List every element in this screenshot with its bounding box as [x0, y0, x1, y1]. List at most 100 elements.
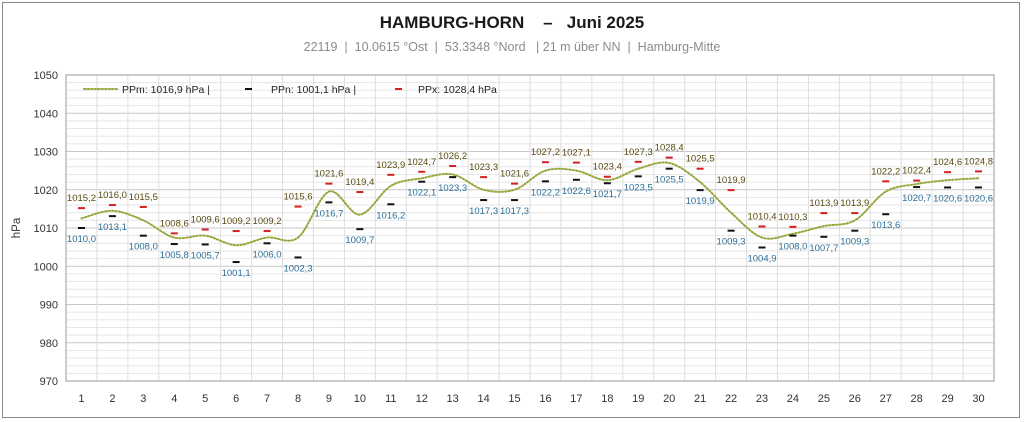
ppn-value-label: 1005,7 — [191, 250, 220, 261]
x-tick-label: 9 — [326, 393, 332, 405]
x-tick-label: 26 — [849, 393, 861, 405]
y-tick-label: 980 — [40, 338, 58, 350]
ppx-value-label: 1027,2 — [531, 147, 560, 158]
ppn-value-label: 1019,9 — [686, 196, 715, 207]
x-tick-label: 16 — [539, 393, 551, 405]
x-tick-label: 28 — [911, 393, 923, 405]
x-tick-label: 19 — [632, 393, 644, 405]
y-tick-label: 990 — [40, 300, 58, 312]
x-tick-label: 7 — [264, 393, 270, 405]
ppn-value-label: 1021,7 — [593, 189, 622, 200]
x-tick-label: 12 — [416, 393, 428, 405]
legend: PPm: 1016,9 hPa | PPn: 1001,1 hPa | PPx: 1… — [83, 84, 497, 96]
ppx-value-label: 1010,4 — [747, 211, 776, 222]
ppn-value-label: 1022,1 — [407, 188, 436, 199]
x-tick-label: 23 — [756, 393, 768, 405]
y-tick-label: 1000 — [34, 261, 58, 273]
ppx-value-label: 1024,6 — [933, 157, 962, 168]
y-tick-label: 1040 — [34, 108, 58, 120]
ppn-value-label: 1020,6 — [964, 193, 993, 204]
x-tick-label: 21 — [694, 393, 706, 405]
ppx-value-label: 1010,3 — [778, 212, 807, 223]
ppn-value-label: 1008,0 — [778, 242, 807, 253]
x-tick-label: 2 — [109, 393, 115, 405]
x-tick-label: 30 — [972, 393, 984, 405]
x-tick-label: 6 — [233, 393, 239, 405]
ppx-value-label: 1009,2 — [222, 216, 251, 227]
x-tick-label: 17 — [570, 393, 582, 405]
ppn-value-label: 1005,8 — [160, 250, 189, 261]
x-tick-label: 8 — [295, 393, 301, 405]
x-tick-label: 1 — [78, 393, 84, 405]
x-tick-label: 13 — [447, 393, 459, 405]
ppn-value-label: 1009,3 — [840, 237, 869, 248]
y-tick-label: 970 — [40, 376, 58, 388]
series-ppm-line — [80, 161, 980, 247]
ppn-value-label: 1013,1 — [98, 222, 127, 233]
ppn-value-label: 1009,7 — [345, 235, 374, 246]
y-tick-label: 1050 — [34, 70, 58, 82]
ppn-value-label: 1013,6 — [871, 220, 900, 231]
x-tick-label: 27 — [880, 393, 892, 405]
ppn-value-label: 1020,6 — [933, 193, 962, 204]
ppx-value-label: 1023,9 — [376, 160, 405, 171]
ppn-value-label: 1025,5 — [655, 175, 684, 186]
chart-title: HAMBURG-HORN – Juni 2025 — [379, 13, 645, 32]
x-tick-label: 24 — [787, 393, 799, 405]
ppn-value-label: 1006,0 — [253, 249, 282, 260]
ppx-value-label: 1023,4 — [593, 162, 622, 173]
ppn-value-label: 1008,0 — [129, 242, 158, 253]
ppx-value-label: 1013,9 — [809, 198, 838, 209]
ppn-value-label: 1010,0 — [67, 234, 96, 245]
ppx-value-label: 1013,9 — [840, 198, 869, 209]
ppx-value-label: 1026,2 — [438, 151, 467, 162]
ppx-value-label: 1019,9 — [717, 175, 746, 186]
x-tick-label: 10 — [354, 393, 366, 405]
ppx-value-label: 1022,4 — [902, 166, 931, 177]
ppn-value-label: 1022,2 — [531, 187, 560, 198]
ppx-value-label: 1015,2 — [67, 193, 96, 204]
y-tick-label: 1020 — [34, 185, 58, 197]
ppx-value-label: 1024,7 — [407, 157, 436, 168]
ppn-value-label: 1016,2 — [376, 210, 405, 221]
y-axis-label: hPa — [11, 217, 23, 238]
ppn-value-label: 1004,9 — [747, 254, 776, 265]
ppn-value-label: 1023,5 — [624, 182, 653, 193]
x-tick-label: 11 — [385, 393, 396, 405]
ppn-value-label: 1009,3 — [717, 237, 746, 248]
grid — [65, 74, 995, 382]
ppx-value-label: 1015,5 — [129, 192, 158, 203]
x-tick-label: 29 — [941, 393, 953, 405]
ppx-value-label: 1016,0 — [98, 190, 127, 201]
ppx-value-label: 1025,5 — [686, 154, 715, 165]
ppn-value-label: 1020,7 — [902, 193, 931, 204]
x-tick-label: 20 — [663, 393, 675, 405]
ppx-value-label: 1027,3 — [624, 147, 653, 158]
ppx-value-label: 1015,6 — [283, 192, 312, 203]
chart-subtitle: 22119 | 10.0615 °Ost | 53.3348 °Nord | 2… — [303, 40, 721, 54]
ppx-value-label: 1024,8 — [964, 156, 993, 167]
ppx-value-label: 1019,4 — [345, 177, 374, 188]
y-tick-label: 1010 — [34, 223, 58, 235]
ppn-value-label: 1022,6 — [562, 186, 591, 197]
ppx-value-label: 1009,2 — [253, 216, 282, 227]
legend-ppn-label: PPn: 1001,1 hPa | — [271, 84, 356, 96]
x-tick-label: 22 — [725, 393, 737, 405]
ppx-value-label: 1028,4 — [655, 143, 684, 154]
ppx-value-label: 1008,6 — [160, 218, 189, 229]
ppn-value-label: 1023,3 — [438, 183, 467, 194]
ppn-value-label: 1016,7 — [314, 208, 343, 219]
ppn-value-label: 1007,7 — [809, 243, 838, 254]
ppn-value-label: 1017,3 — [469, 206, 498, 217]
legend-ppm-label: PPm: 1016,9 hPa | — [122, 84, 210, 96]
ppx-value-label: 1027,1 — [562, 148, 591, 159]
y-tick-label: 1030 — [34, 147, 58, 159]
ppx-value-label: 1021,6 — [500, 169, 529, 180]
ppx-value-label: 1009,6 — [191, 215, 220, 226]
x-tick-label: 15 — [508, 393, 520, 405]
ppx-value-label: 1021,6 — [314, 169, 343, 180]
